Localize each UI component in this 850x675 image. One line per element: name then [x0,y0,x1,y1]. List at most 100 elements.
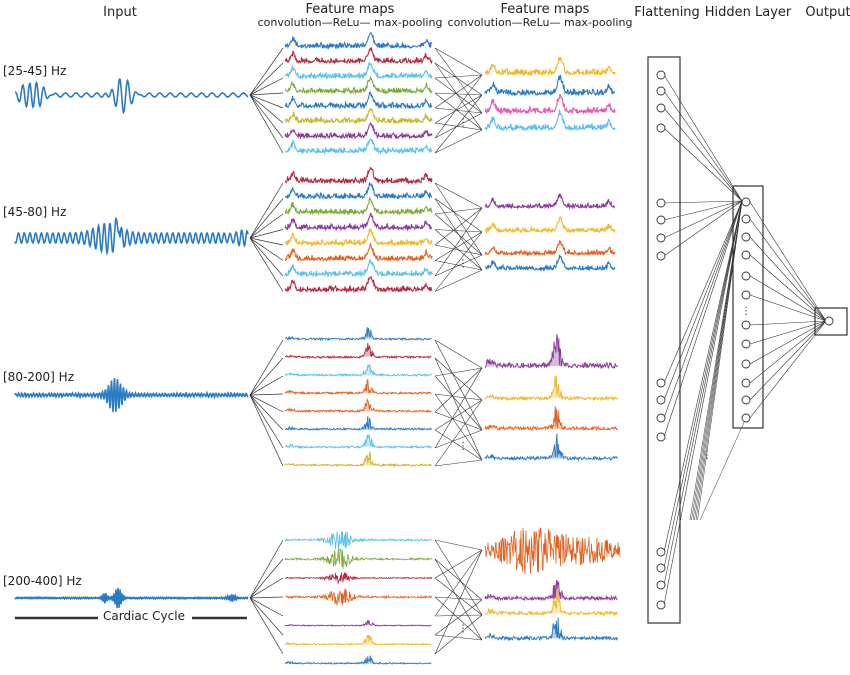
connection-flatten-to-hidden [697,200,743,521]
feature-map-2-trace [484,527,621,575]
input-signal-1 [14,78,249,115]
feature-map-trace [284,108,433,125]
connection-flatten-to-hidden [663,74,743,202]
connection-input-to-fmap [249,596,284,599]
connection-input-to-fmap [249,237,284,292]
hidden-layer-box [732,185,764,429]
connection-flatten-to-hidden [663,200,743,606]
connection-fmap-to-fmap [434,74,483,139]
connection-input-to-fmap [249,375,284,396]
connection-fmap-to-fmap [434,357,483,401]
connection-input-to-fmap [249,94,284,124]
connection-fmap-to-fmap [434,596,483,641]
connection-fmap-to-fmap [434,367,483,449]
connection-hidden-to-output [749,320,827,326]
feature-map-trace [284,138,433,156]
feature-map-2-trace [484,580,618,602]
feature-map-trace [284,91,433,110]
feature-map-trace [284,327,432,342]
feature-map-trace [284,397,432,414]
feature-map-2-trace [484,193,616,210]
input-signal-3 [14,377,249,412]
feature-map-2-trace [484,216,616,235]
connection-fmap-to-fmap [434,539,483,616]
feature-map-2-trace [484,254,616,272]
connection-fmap-to-fmap [434,107,483,114]
connection-fmap-to-fmap [434,459,483,467]
connection-input-to-fmap [249,237,284,246]
connection-fmap-to-fmap [434,182,483,256]
connection-fmap-to-fmap [434,182,483,209]
connection-hidden-to-output [749,294,827,322]
connection-fmap-to-fmap [434,77,483,114]
hidden-neuron [741,320,751,330]
hidden-neuron [741,214,751,224]
feature-map-2-trace [484,56,616,77]
feature-map-trace [284,415,432,432]
connection-hidden-to-output [749,320,827,345]
connection-fmap-to-fmap [434,614,483,617]
feature-map-trace [285,588,433,606]
connection-fmap-to-fmap [434,231,483,292]
connection-fmap-to-fmap [434,62,483,131]
connection-fmap-to-fmap [434,122,483,131]
connection-fmap-to-fmap [434,558,483,641]
flatten-neuron [656,215,666,225]
header-flattening: Flattening [634,5,700,20]
connection-flatten-to-hidden [663,200,743,419]
connection-fmap-to-fmap [434,207,483,277]
flatten-neuron [656,600,666,610]
input-signal-4 [14,587,249,608]
flatten-neuron [656,547,666,557]
connection-input-to-fmap [249,393,284,396]
connection-fmap-to-fmap [434,269,483,292]
connection-fmap-to-fmap [434,94,483,154]
band-label-3: [80-200] Hz [3,370,75,384]
connection-flatten-to-hidden [663,200,743,586]
flatten-neuron [656,198,666,208]
hidden-neuron [741,339,751,349]
feature-map-2-trace [484,617,619,642]
connection-input-to-fmap [249,47,284,96]
connection-hidden-to-output [749,275,827,322]
connection-fmap-to-fmap [434,558,483,601]
connection-fmap-to-fmap [434,129,483,154]
connection-fmap-to-fmap [434,411,483,431]
band-label-1: [25-45] Hz [3,64,67,78]
hidden-neuron [741,271,751,281]
connection-fmap-to-fmap [434,112,483,139]
connection-fmap-to-fmap [434,207,483,246]
connection-fmap-to-fmap [434,94,483,124]
connection-input-to-fmap [249,394,284,413]
connection-fmap-to-fmap [434,539,483,551]
feature-map-2-trace [484,74,616,97]
connection-input-to-fmap [249,94,284,109]
hidden-neuron [741,197,751,207]
header-feature-maps-2: Feature maps [500,2,590,17]
connection-hidden-to-output [749,320,827,419]
connection-flatten-to-hidden [663,200,743,569]
connection-flatten-to-hidden [663,200,743,438]
connection-hidden-to-output [749,218,827,322]
connection-fmap-to-fmap [434,47,483,114]
flatten-neuron [656,70,666,80]
connection-input-to-fmap [249,182,284,239]
hidden-neuron [741,232,751,242]
feature-map-2-trace [484,240,616,257]
connection-fmap-to-fmap [434,92,483,96]
connection-hidden-to-output [749,320,827,384]
flatten-layer-box [647,56,681,624]
feature-map-2-trace [484,433,619,462]
band-label-4: [200-400] Hz [3,574,82,588]
feature-map-trace [284,619,432,627]
connection-fmap-to-fmap [434,213,483,256]
connection-fmap-to-fmap [434,393,483,401]
connection-flatten-to-hidden [663,90,743,202]
ellipsis-icon: ⋮ [458,624,468,635]
connection-flatten-to-hidden [663,200,743,221]
header-input: Input [103,5,137,20]
feature-map-2-trace [484,375,618,402]
connection-input-to-fmap [249,77,284,96]
input-signal-2 [14,216,249,256]
